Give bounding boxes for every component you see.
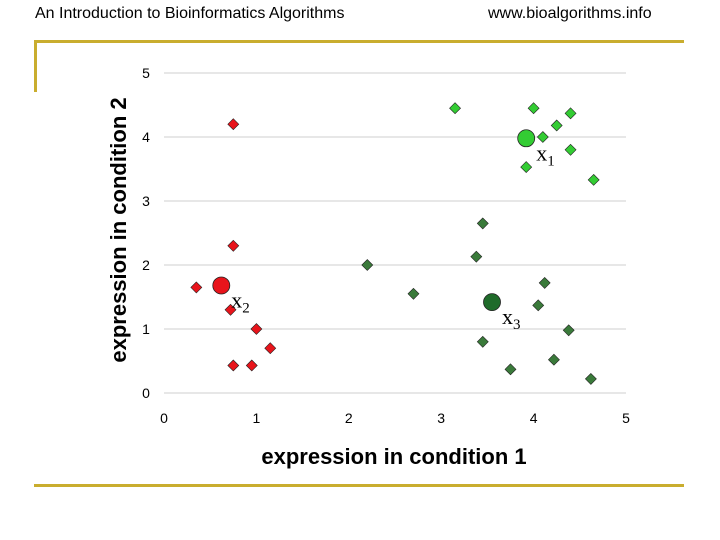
data-point bbox=[548, 353, 560, 366]
data-point bbox=[245, 359, 258, 372]
centroid-label: x1 bbox=[536, 140, 555, 169]
tick-labels: 0 1 2 3 4 5 0 1 2 3 4 5 bbox=[142, 65, 630, 426]
data-point bbox=[190, 281, 203, 294]
data-point bbox=[407, 287, 420, 300]
data-point bbox=[476, 217, 489, 230]
left-rule bbox=[34, 40, 37, 92]
header-title: An Introduction to Bioinformatics Algori… bbox=[35, 5, 345, 22]
y-tick-label: 4 bbox=[142, 129, 150, 145]
data-point bbox=[532, 299, 545, 312]
y-tick-label: 1 bbox=[142, 321, 150, 337]
centroid-label: x2 bbox=[231, 287, 250, 316]
data-point bbox=[227, 239, 240, 252]
data-point bbox=[476, 335, 489, 348]
y-tick-label: 3 bbox=[142, 193, 150, 209]
data-point bbox=[536, 131, 549, 143]
x-axis-label: expression in condition 1 bbox=[261, 444, 526, 469]
data-point bbox=[227, 118, 240, 131]
x-tick-label: 1 bbox=[253, 410, 261, 426]
data-point bbox=[587, 173, 600, 186]
centroids bbox=[212, 129, 536, 312]
data-point bbox=[264, 342, 277, 355]
gridlines bbox=[164, 72, 626, 394]
x-tick-label: 2 bbox=[345, 410, 353, 426]
data-point bbox=[564, 107, 577, 120]
bottom-rule bbox=[34, 484, 684, 487]
data-point bbox=[550, 119, 563, 132]
data-points bbox=[190, 102, 600, 385]
centroid-marker bbox=[212, 276, 231, 295]
header-url: www.bioalgorithms.info bbox=[488, 5, 652, 22]
data-point bbox=[470, 250, 483, 263]
data-point bbox=[227, 359, 240, 372]
data-point bbox=[538, 276, 551, 289]
data-point bbox=[361, 259, 374, 271]
data-point bbox=[564, 143, 577, 156]
x-tick-label: 0 bbox=[160, 410, 168, 426]
data-point bbox=[562, 324, 575, 337]
y-axis-label: expression in condition 2 bbox=[106, 97, 131, 362]
data-point bbox=[449, 102, 461, 115]
x-tick-label: 3 bbox=[437, 410, 445, 426]
centroid-marker bbox=[483, 293, 501, 312]
data-point bbox=[504, 363, 517, 376]
y-tick-label: 5 bbox=[142, 65, 150, 81]
centroid-label: x3 bbox=[502, 304, 521, 333]
centroid-labels: x1 x2 x3 bbox=[231, 140, 554, 333]
y-tick-label: 0 bbox=[142, 385, 150, 401]
x-tick-label: 4 bbox=[530, 410, 538, 426]
y-tick-label: 2 bbox=[142, 257, 150, 273]
x-tick-label: 5 bbox=[622, 410, 630, 426]
data-point bbox=[527, 102, 540, 115]
data-point bbox=[224, 303, 237, 316]
top-rule bbox=[34, 40, 684, 43]
data-point bbox=[520, 161, 533, 174]
data-point bbox=[584, 372, 597, 385]
centroid-marker bbox=[517, 129, 536, 148]
data-point bbox=[250, 323, 263, 335]
